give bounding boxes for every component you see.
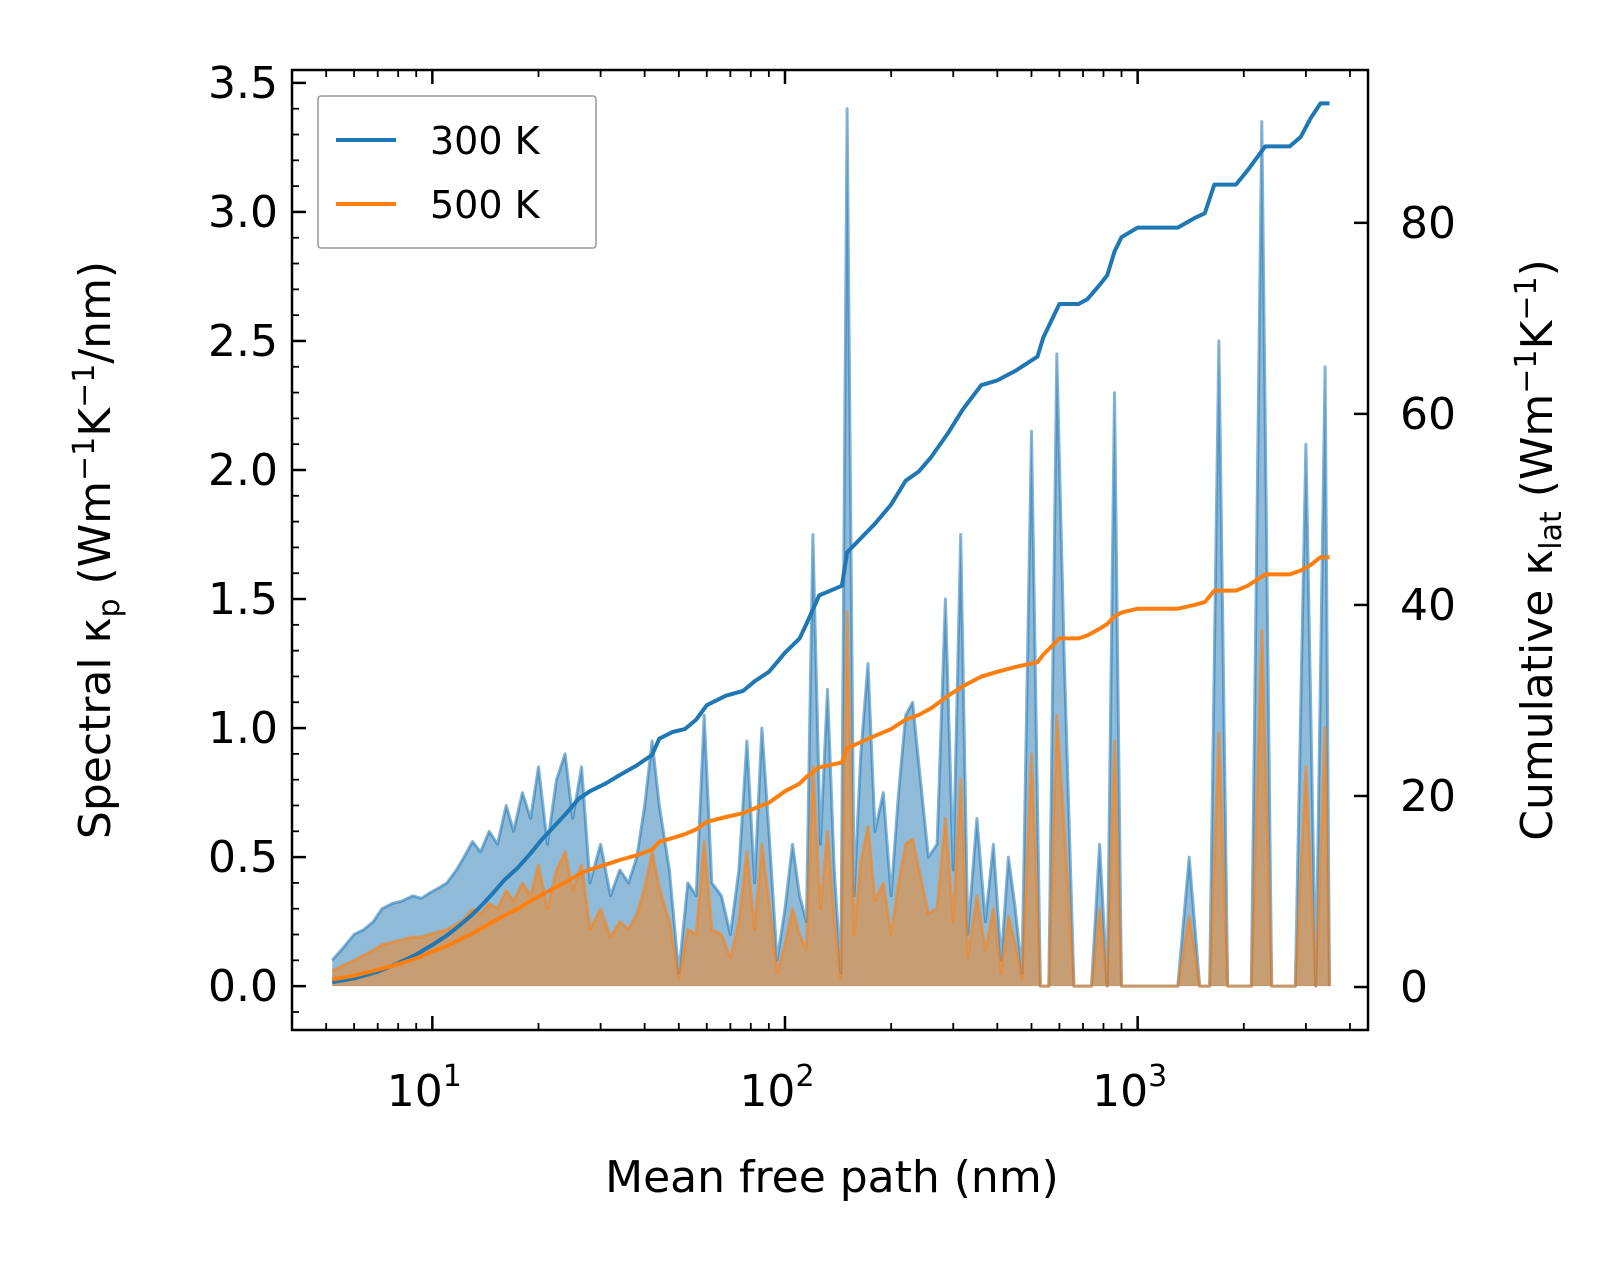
cumulative-line-1 [331,555,1330,982]
y-left-tick-label: 3.0 [208,187,278,238]
legend: 300 K 500 K [317,95,597,249]
y-right-tick-label: 20 [1400,771,1456,822]
cumulative-lines [331,101,1330,985]
legend-label-1: 500 K [430,183,541,227]
x-axis-label: Mean free path (nm) [605,1152,1059,1203]
y-left-tick-label: 2.0 [208,445,278,496]
plot-frame [290,68,1370,1032]
y-left-tick-label: 3.5 [208,58,278,109]
x-tick-label: 103 [1092,1059,1167,1117]
y-left-tick-label: 0.0 [208,961,278,1012]
y-right-tick-label: 60 [1400,389,1456,440]
y-right-axis-label: Cumulative κlat (Wm−1K−1) [1509,259,1569,841]
spectral-lines [331,107,1331,988]
x-tick-base: 10 [1092,1066,1148,1117]
y-left-tick-label: 2.5 [208,316,278,367]
x-tick-exponent: 1 [443,1059,462,1094]
spectral-fill-1 [332,611,1330,987]
legend-box [317,95,597,249]
x-tick-exponent: 3 [1148,1059,1167,1094]
x-tick-label: 102 [739,1059,814,1117]
cumulative-line-0 [331,101,1330,985]
x-tick-base: 10 [387,1066,443,1117]
y-left-tick-label: 1.5 [208,574,278,625]
x-tick-label: 101 [387,1059,462,1117]
axes [290,68,1370,1032]
y-left-tick-label: 0.5 [208,832,278,883]
y-left-axis-label: Spectral κp (Wm−1K−1/nm) [67,261,127,839]
x-tick-exponent: 2 [795,1059,814,1094]
x-tick-base: 10 [739,1066,795,1117]
y-right-tick-label: 40 [1400,580,1456,631]
legend-label-0: 300 K [430,119,541,163]
spectral-line-1 [331,610,1331,988]
y-left-tick-label: 1.0 [208,703,278,754]
y-right-tick-label: 80 [1400,198,1456,249]
y-right-tick-label: 0 [1400,962,1428,1013]
